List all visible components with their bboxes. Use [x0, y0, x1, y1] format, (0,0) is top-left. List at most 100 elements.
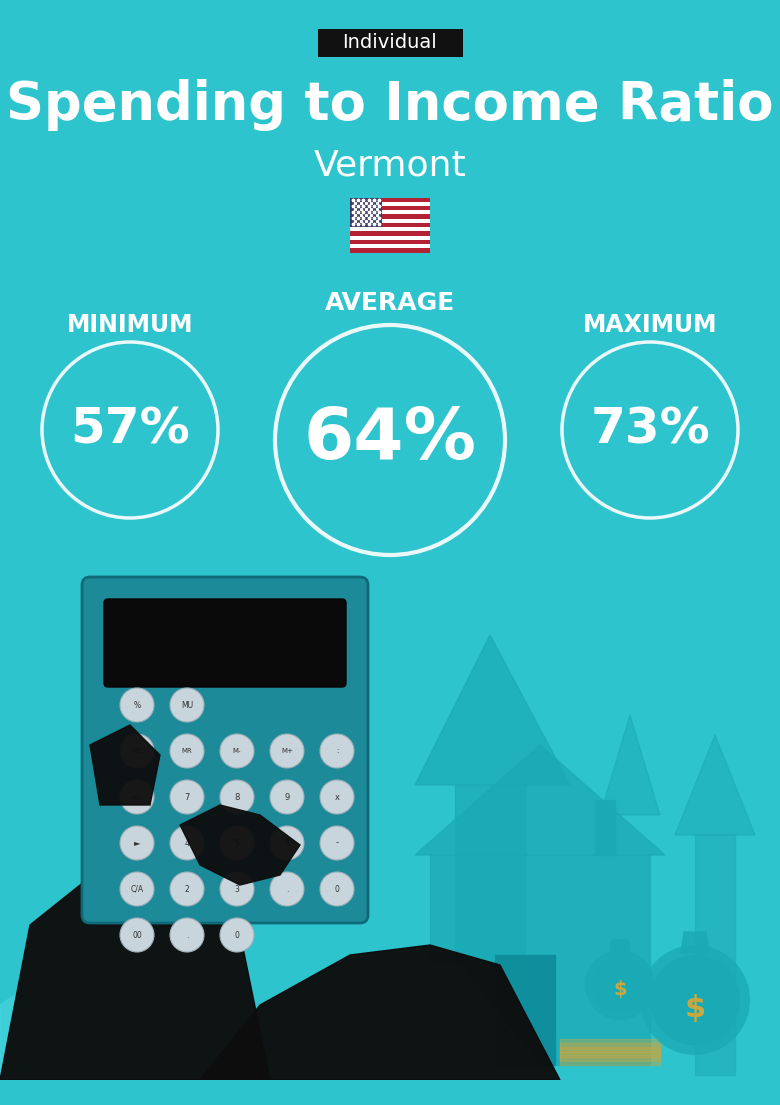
- FancyBboxPatch shape: [350, 231, 430, 235]
- Polygon shape: [90, 725, 160, 806]
- Polygon shape: [610, 940, 630, 955]
- Circle shape: [640, 945, 750, 1055]
- FancyBboxPatch shape: [350, 198, 382, 228]
- Polygon shape: [295, 615, 360, 695]
- Circle shape: [220, 780, 254, 814]
- Polygon shape: [300, 965, 550, 1080]
- Polygon shape: [560, 1051, 660, 1061]
- Text: x: x: [335, 792, 339, 801]
- Polygon shape: [495, 955, 555, 1065]
- Text: Individual: Individual: [342, 33, 438, 53]
- Circle shape: [320, 872, 354, 906]
- FancyBboxPatch shape: [82, 577, 368, 923]
- Circle shape: [120, 918, 154, 953]
- Polygon shape: [415, 635, 570, 785]
- Circle shape: [170, 734, 204, 768]
- Circle shape: [120, 780, 154, 814]
- Polygon shape: [180, 806, 300, 885]
- Polygon shape: [695, 835, 735, 1075]
- Circle shape: [270, 734, 304, 768]
- Circle shape: [320, 780, 354, 814]
- Text: MAXIMUM: MAXIMUM: [583, 313, 718, 337]
- Text: 57%: 57%: [70, 406, 190, 454]
- Text: M+: M+: [281, 748, 293, 754]
- Text: MU: MU: [181, 701, 193, 709]
- Circle shape: [320, 734, 354, 768]
- Polygon shape: [600, 715, 660, 815]
- Text: 6: 6: [285, 839, 289, 848]
- Polygon shape: [675, 735, 755, 835]
- Polygon shape: [560, 1039, 660, 1049]
- Text: MINIMUM: MINIMUM: [67, 313, 193, 337]
- Circle shape: [170, 918, 204, 953]
- Polygon shape: [200, 945, 560, 1080]
- Circle shape: [170, 827, 204, 860]
- Text: .: .: [186, 930, 188, 939]
- Text: 9: 9: [285, 792, 289, 801]
- FancyBboxPatch shape: [350, 214, 430, 219]
- Circle shape: [220, 827, 254, 860]
- Text: $: $: [684, 993, 706, 1022]
- Text: Spending to Income Ratio: Spending to Income Ratio: [6, 78, 774, 131]
- Polygon shape: [595, 800, 615, 855]
- Text: +/-: +/-: [130, 792, 144, 801]
- Text: Vermont: Vermont: [314, 148, 466, 182]
- Polygon shape: [430, 855, 650, 1065]
- Circle shape: [170, 872, 204, 906]
- Polygon shape: [455, 785, 525, 1055]
- Text: MR: MR: [182, 748, 193, 754]
- Text: -: -: [335, 839, 339, 848]
- Text: 0: 0: [235, 930, 239, 939]
- FancyBboxPatch shape: [350, 198, 430, 202]
- Text: %: %: [133, 701, 140, 709]
- Text: 2: 2: [185, 884, 190, 894]
- Circle shape: [220, 918, 254, 953]
- Circle shape: [320, 827, 354, 860]
- Text: M-: M-: [232, 748, 241, 754]
- Circle shape: [120, 872, 154, 906]
- Text: 3: 3: [235, 884, 239, 894]
- Circle shape: [120, 688, 154, 722]
- Circle shape: [220, 734, 254, 768]
- Polygon shape: [560, 1048, 660, 1057]
- Text: 64%: 64%: [303, 406, 477, 474]
- Circle shape: [650, 955, 740, 1045]
- Circle shape: [170, 688, 204, 722]
- Text: 00: 00: [132, 930, 142, 939]
- FancyBboxPatch shape: [104, 599, 346, 687]
- Circle shape: [270, 827, 304, 860]
- Text: 7: 7: [184, 792, 190, 801]
- Circle shape: [592, 957, 648, 1013]
- Polygon shape: [560, 1043, 660, 1053]
- Text: MC: MC: [132, 748, 143, 754]
- Text: 4: 4: [184, 839, 190, 848]
- Circle shape: [270, 872, 304, 906]
- Circle shape: [170, 780, 204, 814]
- Text: :: :: [336, 748, 339, 754]
- Polygon shape: [560, 1055, 660, 1065]
- Text: $: $: [613, 980, 627, 1000]
- FancyBboxPatch shape: [350, 206, 430, 210]
- Text: .: .: [285, 884, 288, 894]
- Circle shape: [270, 780, 304, 814]
- Circle shape: [585, 950, 655, 1020]
- Text: AVERAGE: AVERAGE: [325, 291, 455, 315]
- Polygon shape: [0, 835, 270, 1080]
- Circle shape: [220, 872, 254, 906]
- Circle shape: [120, 827, 154, 860]
- Text: 5: 5: [234, 839, 239, 848]
- Text: ►: ►: [133, 839, 140, 848]
- FancyBboxPatch shape: [350, 240, 430, 244]
- FancyBboxPatch shape: [350, 223, 430, 228]
- Circle shape: [120, 734, 154, 768]
- FancyBboxPatch shape: [350, 198, 430, 253]
- Polygon shape: [415, 745, 665, 855]
- Text: 0: 0: [335, 884, 339, 894]
- Polygon shape: [681, 932, 709, 953]
- Polygon shape: [0, 925, 200, 1080]
- FancyBboxPatch shape: [317, 29, 463, 57]
- Text: 8: 8: [234, 792, 239, 801]
- FancyBboxPatch shape: [350, 249, 430, 253]
- Text: C/A: C/A: [130, 884, 144, 894]
- Text: 73%: 73%: [590, 406, 710, 454]
